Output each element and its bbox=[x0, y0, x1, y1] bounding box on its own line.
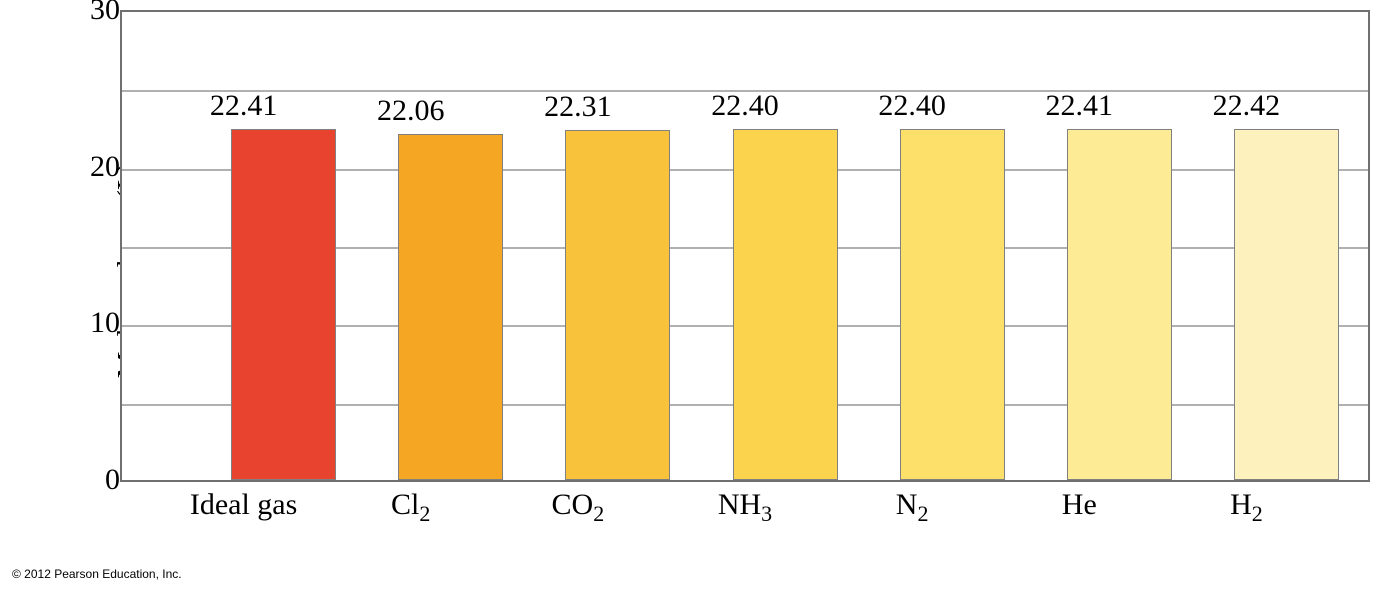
x-tick-label: Cl2 bbox=[391, 488, 430, 527]
bar bbox=[398, 134, 503, 480]
y-tick-label: 20 bbox=[70, 150, 120, 184]
y-tick-label: 30 bbox=[70, 0, 120, 27]
plot-area bbox=[120, 10, 1370, 480]
bar bbox=[733, 129, 838, 480]
y-tick-label: 0 bbox=[70, 463, 120, 497]
x-tick-label: H2 bbox=[1230, 488, 1263, 527]
bar bbox=[1067, 129, 1172, 480]
y-tick-label: 10 bbox=[70, 306, 120, 340]
x-tick-label: CO2 bbox=[552, 488, 605, 527]
bar bbox=[1234, 129, 1339, 480]
bar-value-label: 22.42 bbox=[1146, 89, 1346, 123]
x-tick-label: NH3 bbox=[718, 488, 772, 527]
x-tick-label: He bbox=[1062, 488, 1097, 522]
x-tick-label: Ideal gas bbox=[190, 488, 297, 522]
bar bbox=[231, 129, 336, 480]
y-axis-line bbox=[120, 10, 122, 480]
x-tick-label: N2 bbox=[896, 488, 929, 527]
x-axis-line bbox=[120, 480, 1370, 482]
chart-container: Molar volume (L) 010203022.41Ideal gas22… bbox=[80, 10, 1380, 530]
bar bbox=[900, 129, 1005, 480]
bar bbox=[565, 130, 670, 480]
copyright-text: © 2012 Pearson Education, Inc. bbox=[12, 567, 182, 581]
